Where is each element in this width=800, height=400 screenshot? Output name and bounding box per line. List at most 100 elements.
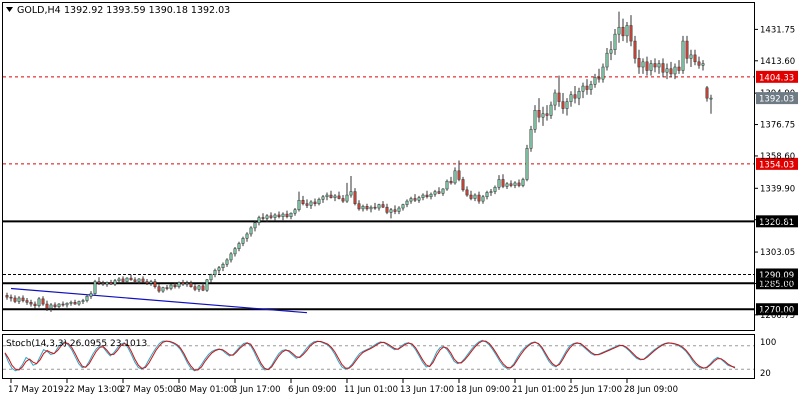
candle [589, 80, 593, 95]
candle [21, 295, 25, 303]
candle [677, 60, 681, 74]
candle [193, 284, 197, 292]
candle [457, 160, 461, 182]
candle [233, 246, 237, 257]
candle [57, 303, 61, 310]
candle [689, 49, 693, 68]
trendline[interactable] [10, 287, 308, 314]
candle [649, 60, 653, 76]
candle [617, 11, 621, 43]
candle [257, 215, 261, 226]
candle [357, 200, 361, 211]
candle [301, 195, 305, 206]
current-price-tag [756, 92, 798, 105]
candle-body-bear [585, 85, 589, 90]
candle-body-bull [665, 68, 669, 73]
candle-body-bull [289, 212, 293, 217]
candle-body-bull [625, 25, 629, 37]
candle [229, 252, 233, 263]
candle-body-bull [349, 191, 353, 196]
indicator-label: Stoch(14,3,3) 26.0955 23.1013 [6, 339, 147, 349]
candle-body-bull [445, 180, 449, 190]
candle-body-bear [97, 281, 101, 284]
candle [657, 60, 661, 74]
candle [469, 190, 473, 201]
candle-body-bear [189, 283, 193, 287]
candles [5, 11, 713, 312]
candle-body-bull [481, 196, 485, 202]
candle [333, 194, 337, 202]
candle-body-bull [389, 209, 393, 213]
level-tag-text: 1290.09 [759, 271, 794, 281]
candle [285, 210, 289, 219]
candle-body-bull [249, 227, 253, 235]
candle [385, 203, 389, 215]
candle [53, 302, 57, 309]
candle-body-bull [525, 148, 529, 180]
candle [445, 179, 449, 191]
candle-body-bear [157, 286, 161, 292]
candle [637, 49, 641, 74]
candle [49, 303, 53, 312]
candle-body-bull [649, 63, 653, 71]
candle-body-bull [169, 284, 173, 289]
candle [613, 28, 617, 55]
candle [449, 176, 453, 185]
indicator-plot-frame[interactable] [2, 334, 755, 379]
candle-body-bull [161, 287, 165, 292]
candle-body-bear [677, 66, 681, 71]
candle [221, 262, 225, 272]
candle [433, 189, 437, 197]
candle-body-bear [329, 194, 333, 198]
candle-body-bear [381, 204, 385, 208]
candle-body-bull [221, 264, 225, 268]
candle-body-bull [253, 222, 257, 229]
candle [705, 86, 709, 102]
candle-body-bear [201, 285, 205, 291]
candle [17, 296, 21, 305]
candle [389, 208, 393, 219]
candle [393, 205, 397, 215]
candle-body-bear [693, 54, 697, 63]
time-tick-label: 3 Jun 17:00 [232, 385, 281, 395]
candle [701, 60, 705, 71]
candle [25, 297, 29, 305]
candle [245, 232, 249, 242]
candle-body-bear [101, 283, 105, 285]
candle [177, 281, 181, 289]
candle [421, 193, 425, 201]
candle [417, 195, 421, 203]
triangle-down-icon[interactable] [6, 7, 13, 12]
candle-body-bear [61, 303, 65, 306]
candle [509, 180, 513, 188]
time-tick-label: 22 May 13:00 [64, 385, 122, 395]
candle [489, 188, 493, 196]
candle-body-bull [409, 198, 413, 202]
price-tick-label: 1321.75 [760, 216, 795, 226]
candle [37, 297, 41, 308]
candle-body-bear [469, 194, 473, 199]
candle [529, 125, 533, 152]
candle [569, 91, 573, 107]
candle [661, 58, 665, 78]
candle-body-bull [421, 194, 425, 198]
candle-body-bull [613, 33, 617, 50]
candle [69, 300, 73, 306]
candle-body-bull [297, 199, 301, 211]
candle-body-bull [85, 296, 89, 301]
candle-body-bear [385, 206, 389, 213]
candle-body-bull [569, 94, 573, 102]
candle [709, 94, 713, 114]
candle-body-bear [305, 203, 309, 206]
candle-body-bear [517, 182, 521, 186]
candle [157, 284, 161, 293]
candle [573, 86, 577, 104]
candle [137, 278, 141, 285]
candle [485, 190, 489, 200]
candle-body-bear [9, 296, 13, 299]
candle-body-bull [137, 278, 141, 282]
time-tick-label: 28 Jun 09:00 [624, 385, 678, 395]
candle-body-bear [301, 199, 305, 204]
